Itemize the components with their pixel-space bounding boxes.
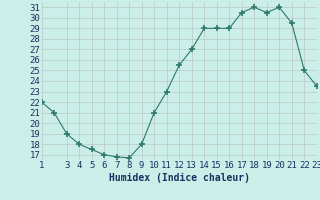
X-axis label: Humidex (Indice chaleur): Humidex (Indice chaleur) bbox=[109, 173, 250, 183]
